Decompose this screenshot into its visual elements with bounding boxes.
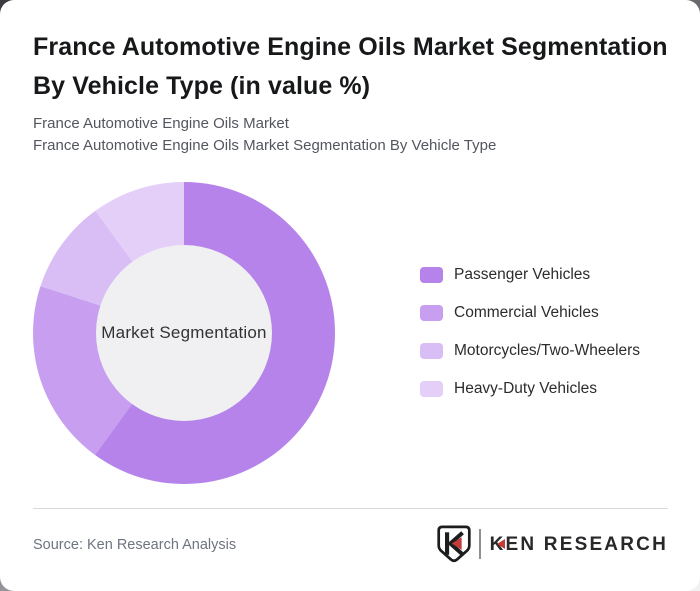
donut-chart: Market Segmentation	[33, 182, 335, 484]
ken-research-logo: KEN RESEARCH	[436, 524, 668, 564]
page-title-line-1: France Automotive Engine Oils Market Seg…	[33, 33, 668, 61]
legend-label: Commercial Vehicles	[454, 304, 599, 321]
legend-item-heavy-duty-vehicles: Heavy-Duty Vehicles	[420, 380, 640, 397]
legend-swatch-icon	[420, 267, 443, 283]
footer-divider	[33, 508, 668, 509]
donut-center-label: Market Segmentation	[101, 323, 267, 342]
legend-swatch-icon	[420, 305, 443, 321]
logo-k-triangle-icon	[497, 538, 506, 549]
legend-swatch-icon	[420, 381, 443, 397]
logo-separator	[478, 529, 481, 559]
legend-label: Heavy-Duty Vehicles	[454, 380, 598, 397]
page-title: France Automotive Engine Oils Market Seg…	[33, 28, 683, 106]
legend-label: Passenger Vehicles	[454, 266, 591, 283]
logo-shield-icon	[436, 525, 471, 563]
legend-swatch-icon	[420, 343, 443, 359]
logo-wordmark: KEN RESEARCH	[490, 533, 668, 556]
legend-item-motorcycles-two-wheelers: Motorcycles/Two-Wheelers	[420, 342, 641, 359]
page-title-line-2: By Vehicle Type (in value %)	[33, 72, 371, 100]
legend-label: Motorcycles/Two-Wheelers	[454, 342, 641, 359]
logo-brand-text: KEN RESEARCH	[489, 533, 668, 555]
source-text: Source: Ken Research Analysis	[33, 537, 237, 553]
legend-item-commercial-vehicles: Commercial Vehicles	[420, 304, 640, 321]
chart-legend: Passenger Vehicles Commercial Vehicles M…	[420, 266, 641, 419]
subtitle-line-1: France Automotive Engine Oils Market	[33, 115, 289, 132]
subtitle-line-2: France Automotive Engine Oils Market Seg…	[33, 136, 497, 154]
subtitle: France Automotive Engine Oils Market Fra…	[33, 113, 673, 156]
donut-hole: Market Segmentation	[96, 245, 272, 421]
legend-item-passenger-vehicles: Passenger Vehicles	[420, 266, 640, 283]
